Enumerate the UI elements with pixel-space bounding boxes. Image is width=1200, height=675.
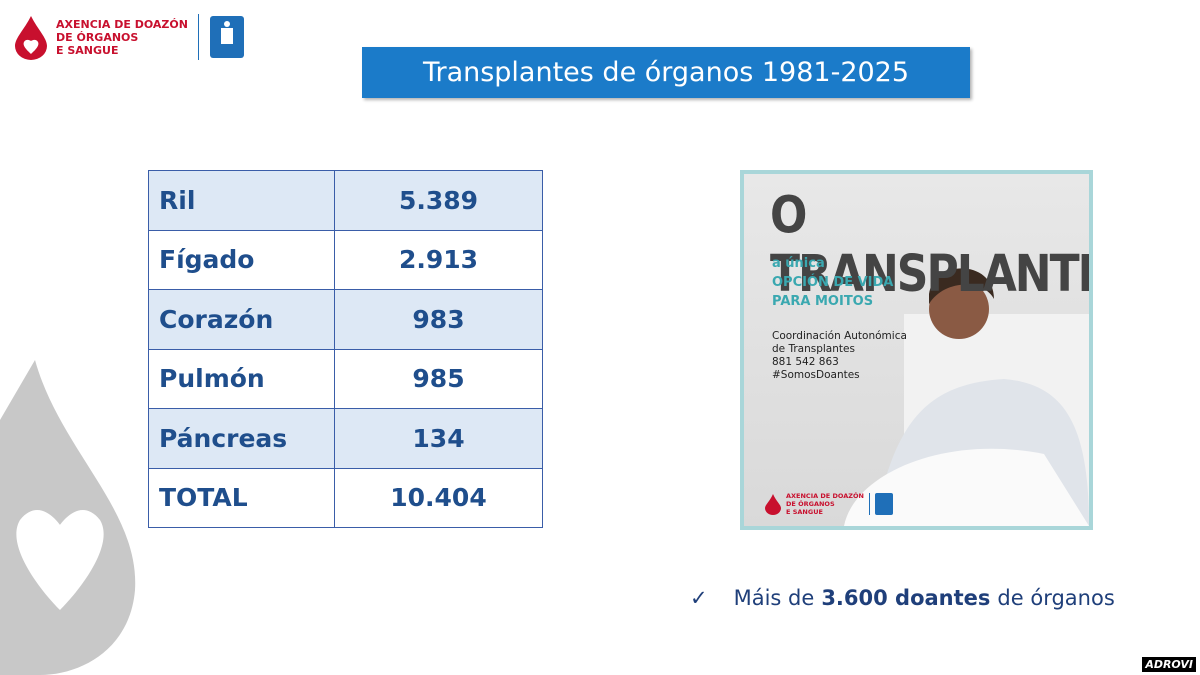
tagline-line: a única (772, 256, 825, 271)
logo-line: E SANGUE (56, 43, 119, 57)
poster-logo-line: DE ÓRGANOS (786, 500, 835, 508)
value-cell: 134 (334, 408, 543, 469)
logo: AXENCIA DE DOAZÓN DE ÓRGANOS E SANGUE (14, 14, 245, 60)
value-cell: 983 (334, 289, 543, 350)
table-row: Corazón 983 (148, 289, 543, 350)
bullet-highlight: 3.600 doantes (821, 586, 991, 610)
campaign-poster: O TRANSPLANTE a única OPCIÓN DE VIDA PARA … (740, 170, 1093, 530)
slide-title: Transplantes de órganos 1981-2025 (362, 47, 970, 98)
drop-decoration (0, 360, 136, 675)
poster-logo-text: AXENCIA DE DOAZÓN DE ÓRGANOS E SANGUE (786, 492, 864, 516)
contact-line: de Transplantes (772, 343, 855, 355)
table-row: TOTAL 10.404 (148, 467, 543, 528)
check-mark: ✓ (690, 586, 708, 610)
organ-cell: Pulmón (148, 348, 335, 409)
poster-contact: Coordinación Autonómica de Transplantes 88… (772, 330, 907, 382)
organ-cell: Corazón (148, 289, 335, 350)
poster-illustration (844, 268, 1089, 526)
table-row: Fígado 2.913 (148, 229, 543, 290)
organ-cell: TOTAL (148, 467, 335, 528)
poster-logo-line: E SANGUE (786, 508, 823, 516)
poster-logo: AXENCIA DE DOAZÓN DE ÓRGANOS E SANGUE (764, 492, 893, 516)
table-row: Pulmón 985 (148, 348, 543, 409)
value-cell: 5.389 (334, 170, 543, 231)
logo-line: AXENCIA DE DOAZÓN (56, 17, 188, 31)
value-cell: 10.404 (334, 467, 543, 528)
bullet: ✓ Máis de 3.600 doantes de órganos (690, 586, 1122, 610)
organ-cell: Ril (148, 170, 335, 231)
tagline-line: PARA MOITOS (772, 294, 874, 309)
transplant-table: Ril 5.389 Fígado 2.913 Corazón 983 Pulmón 985 Pá… (148, 170, 543, 528)
table-row: Ril 5.389 (148, 170, 543, 231)
organ-cell: Páncreas (148, 408, 335, 469)
value-cell: 985 (334, 348, 543, 409)
tagline-line: OPCIÓN DE VIDA (772, 275, 894, 290)
contact-line: #SomosDoantes (772, 369, 860, 381)
watermark: ADROVI (1142, 657, 1196, 672)
organ-cell: Fígado (148, 229, 335, 290)
bullet-text: de órganos (997, 586, 1115, 610)
logo-line: DE ÓRGANOS (56, 30, 139, 44)
galicia-emblem (209, 16, 244, 58)
logo-text: AXENCIA DE DOAZÓN DE ÓRGANOS E SANGUE (56, 18, 188, 57)
contact-line: 881 542 863 (772, 356, 839, 368)
table-row: Páncreas 134 (148, 408, 543, 469)
poster-tagline: a única OPCIÓN DE VIDA PARA MOITOS (772, 254, 893, 311)
value-cell: 2.913 (334, 229, 543, 290)
poster-headline: O TRANSPLANTE (770, 186, 1093, 304)
poster-emblem (874, 493, 893, 515)
poster-logo-icon (765, 494, 781, 515)
bullet-text: Máis de (733, 586, 815, 610)
contact-line: Coordinación Autonómica (772, 330, 907, 342)
logo-icon (15, 16, 47, 60)
poster-logo-line: AXENCIA DE DOAZÓN (786, 492, 864, 500)
separator (197, 14, 199, 60)
